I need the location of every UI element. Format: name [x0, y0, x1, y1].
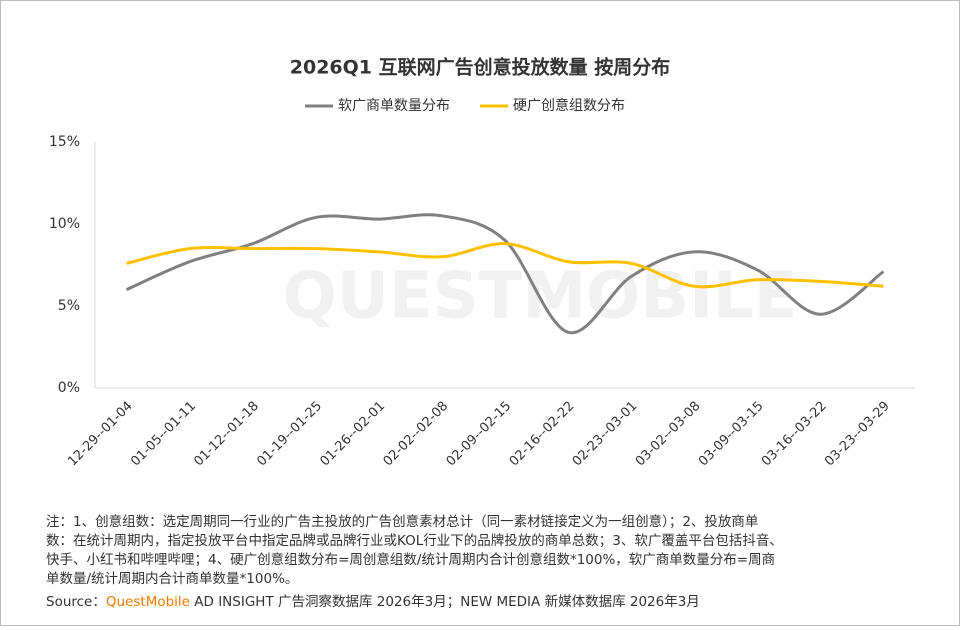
- chart-title: 2026Q1 互联网广告创意投放数量 按周分布: [290, 56, 670, 79]
- series-line: [126, 242, 884, 289]
- note-line: 快手、小红书和哔哩哔哩；4、硬广创意组数分布=周创意组数/统计周期内合计创意组数…: [46, 551, 775, 568]
- note-line: 注：1、创意组数：选定周期同一行业的广告主投放的广告创意素材总计（同一素材链接定…: [46, 513, 758, 530]
- y-tick-label: 0%: [58, 380, 80, 396]
- legend-label: 软广商单数量分布: [338, 98, 450, 114]
- source-source-text: AD INSIGHT 广告洞察数据库 2026年3月；NEW MEDIA 新媒体…: [190, 593, 700, 610]
- y-tick-label: 5%: [58, 298, 80, 314]
- source-source-label: Source：: [46, 594, 106, 610]
- y-tick-label: 10%: [49, 216, 80, 232]
- y-tick-label: 15%: [49, 134, 80, 150]
- source: Source：QuestMobile AD INSIGHT 广告洞察数据库 20…: [46, 593, 700, 610]
- source-source-brand: QuestMobile: [106, 594, 190, 610]
- note-line: 数：在统计周期内，指定投放平台中指定品牌或品牌行业或KOL行业下的品牌投放的商单…: [46, 532, 783, 549]
- legend-label: 硬广创意组数分布: [513, 97, 625, 114]
- note-line: 单数量/统计周期内合计商单数量*100%。: [46, 571, 298, 587]
- series-line: [125, 213, 885, 335]
